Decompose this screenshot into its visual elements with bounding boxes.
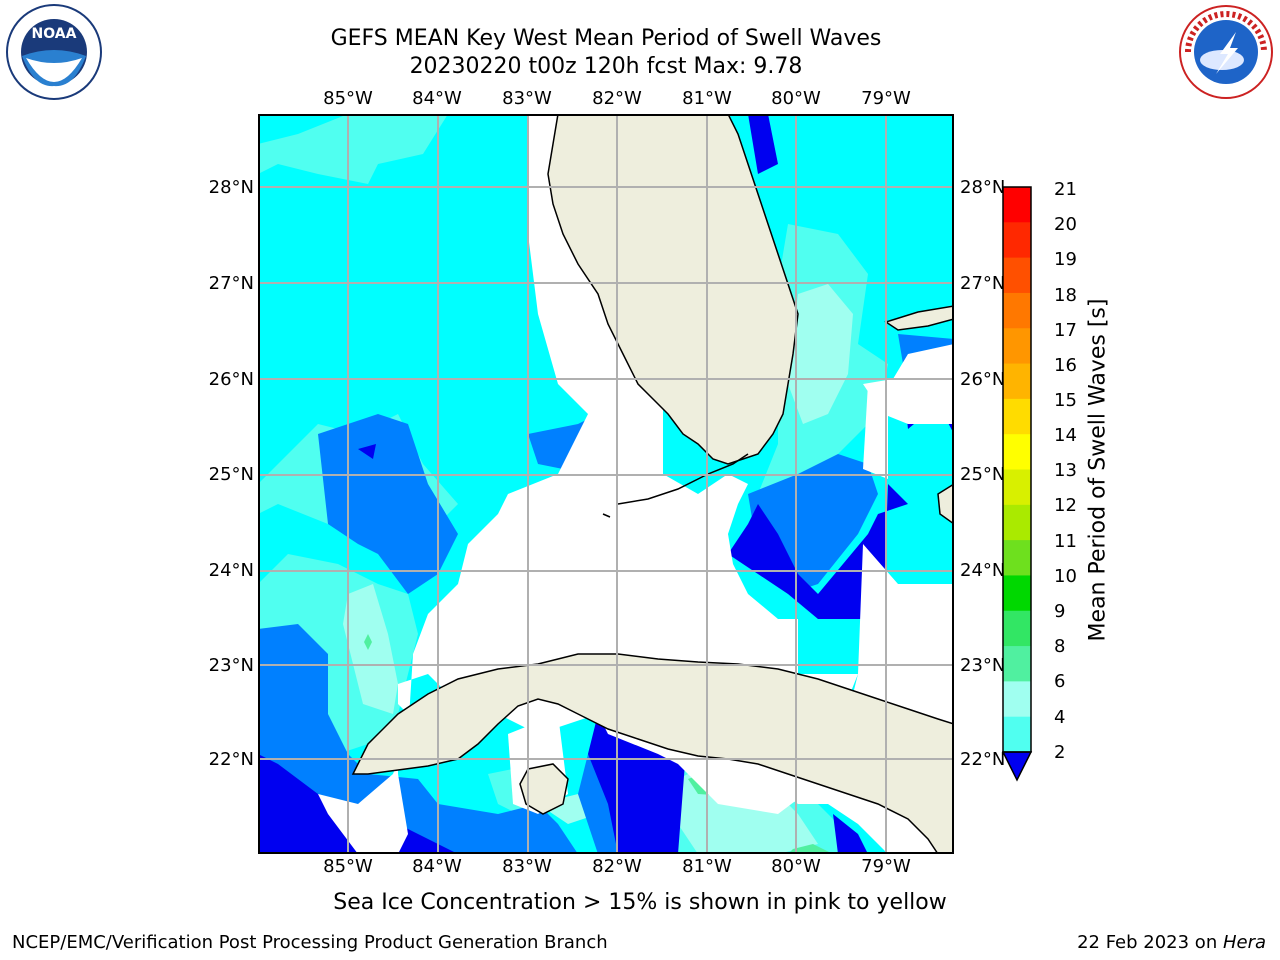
lat-label-right: 25°N xyxy=(960,464,1006,485)
lon-label-bottom: 85°W xyxy=(323,856,373,877)
colorbar-tick: 17 xyxy=(1054,320,1077,341)
colorbar-bin xyxy=(1003,187,1031,223)
land-grand-bahama xyxy=(884,305,954,331)
generation-date: 22 Feb 2023 on Hera xyxy=(1077,932,1266,953)
colorbar-tick: 19 xyxy=(1054,249,1077,270)
lon-label-top: 84°W xyxy=(412,88,462,109)
colorbar-label: Mean Period of Swell Waves [s] xyxy=(1085,298,1111,642)
lat-label-right: 23°N xyxy=(960,655,1006,676)
colorbar xyxy=(1002,186,1033,782)
colorbar-bin xyxy=(1003,222,1031,259)
lat-label-right: 28°N xyxy=(960,177,1006,198)
lon-label-top: 85°W xyxy=(323,88,373,109)
colorbar-bin xyxy=(1003,716,1031,753)
colorbar-bin xyxy=(1003,540,1031,576)
lon-label-bottom: 81°W xyxy=(682,856,732,877)
colorbar-tick: 21 xyxy=(1054,179,1077,200)
land-isle-of-youth xyxy=(519,763,569,815)
lat-label-left: 26°N xyxy=(208,369,254,390)
noaa-logo-text: NOAA xyxy=(32,26,77,42)
credit-line: NCEP/EMC/Verification Post Processing Pr… xyxy=(12,932,608,953)
lat-label-right: 22°N xyxy=(960,749,1006,770)
colorbar-bin xyxy=(1003,434,1031,470)
graticule xyxy=(258,114,954,854)
chart-subtitle: 20230220 t00z 120h fcst Max: 9.78 xyxy=(409,54,803,79)
colorbar-bin xyxy=(1003,363,1031,400)
colorbar-tick: 20 xyxy=(1054,214,1077,235)
chart-title: GEFS MEAN Key West Mean Period of Swell … xyxy=(330,26,882,51)
lat-label-left: 24°N xyxy=(208,560,254,581)
colorbar-bin xyxy=(1003,398,1031,435)
noaa-logo: NOAA xyxy=(4,4,104,106)
colorbar-tick: 11 xyxy=(1054,531,1077,552)
colorbar-bin xyxy=(1003,504,1031,541)
colorbar-tick: 15 xyxy=(1054,390,1077,411)
lon-label-top: 81°W xyxy=(682,88,732,109)
colorbar-tick: 6 xyxy=(1054,671,1066,692)
colorbar-bin xyxy=(1003,292,1031,329)
lon-label-bottom: 80°W xyxy=(771,856,821,877)
colorbar-tick: 8 xyxy=(1054,636,1066,657)
colorbar-bin xyxy=(1003,257,1031,294)
sea-ice-note: Sea Ice Concentration > 15% is shown in … xyxy=(333,890,947,915)
colorbar-bin xyxy=(1003,575,1031,612)
colorbar-tick: 9 xyxy=(1054,601,1066,622)
lon-label-top: 79°W xyxy=(861,88,911,109)
colorbar-bin xyxy=(1003,610,1031,647)
lon-label-top: 83°W xyxy=(502,88,552,109)
lat-label-right: 24°N xyxy=(960,560,1006,581)
colorbar-tick: 2 xyxy=(1054,742,1066,763)
map-frame xyxy=(258,114,954,854)
colorbar-tick: 13 xyxy=(1054,460,1077,481)
colorbar-tick: 16 xyxy=(1054,355,1077,376)
colorbar-tick: 12 xyxy=(1054,495,1077,516)
lon-label-bottom: 83°W xyxy=(502,856,552,877)
land-andros xyxy=(937,483,954,525)
date-text: 22 Feb 2023 on xyxy=(1077,932,1223,953)
lat-label-left: 27°N xyxy=(208,273,254,294)
lon-label-top: 80°W xyxy=(771,88,821,109)
land-florida xyxy=(547,114,799,465)
lon-label-bottom: 82°W xyxy=(592,856,642,877)
nws-logo xyxy=(1176,4,1276,104)
lon-label-bottom: 79°W xyxy=(861,856,911,877)
colorbar-tick: 10 xyxy=(1054,566,1077,587)
colorbar-bin xyxy=(1003,681,1031,718)
colorbar-tick: 4 xyxy=(1054,707,1066,728)
lon-label-bottom: 84°W xyxy=(412,856,462,877)
colorbar-extend-triangle xyxy=(1002,751,1033,782)
colorbar-tick: 14 xyxy=(1054,425,1077,446)
colorbar-bin xyxy=(1003,328,1031,365)
lat-label-left: 25°N xyxy=(208,464,254,485)
colorbar-bin xyxy=(1003,646,1031,682)
florida-keys xyxy=(602,453,749,518)
colorbar-bins xyxy=(1002,187,1033,782)
colorbar-bin xyxy=(1003,469,1031,506)
lat-label-right: 27°N xyxy=(960,273,1006,294)
swell-period-map xyxy=(258,114,954,854)
lon-label-top: 82°W xyxy=(592,88,642,109)
land-cuba xyxy=(351,653,954,854)
lat-label-left: 28°N xyxy=(208,177,254,198)
colorbar-frame xyxy=(1002,186,1032,753)
lat-label-left: 23°N xyxy=(208,655,254,676)
machine-name: Hera xyxy=(1222,932,1266,953)
colorbar-tick: 18 xyxy=(1054,285,1077,306)
lat-label-right: 26°N xyxy=(960,369,1006,390)
lat-label-left: 22°N xyxy=(208,749,254,770)
